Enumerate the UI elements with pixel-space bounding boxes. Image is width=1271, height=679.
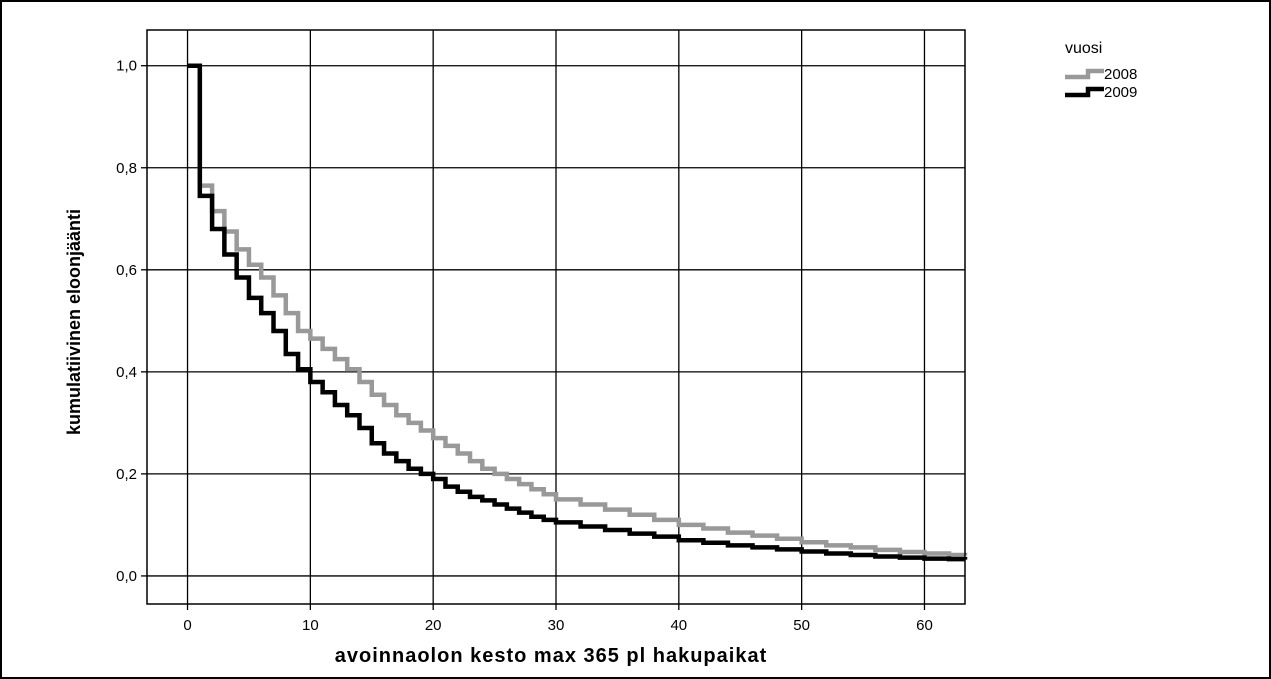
legend-swatch-2009: [1065, 86, 1104, 98]
legend-label-2009: 2009: [1104, 84, 1137, 101]
x-tick-label: 60: [916, 617, 933, 634]
y-tick-label: 0,8: [116, 160, 137, 177]
x-tick-label: 10: [302, 617, 319, 634]
y-tick-label: 0,2: [116, 466, 137, 483]
series-lines: [187, 63, 968, 562]
legend-swatch-2008: [1065, 68, 1104, 80]
x-tick-label: 50: [793, 617, 810, 634]
series-line-2008: [187, 63, 968, 558]
y-axis-label: kumulatiivinen eloonjäänti: [64, 209, 84, 435]
y-tick-label: 0,4: [116, 364, 137, 381]
legend-label-2008: 2008: [1104, 66, 1137, 83]
x-axis-label: avoinnaolon kesto max 365 pl hakupaikat: [335, 645, 767, 667]
x-tick-label: 20: [425, 617, 442, 634]
legend-title: vuosi: [1065, 40, 1102, 57]
x-tick-label: 40: [670, 617, 687, 634]
axis-ticks: 0 10 20 30 40 50 60 0,0 0,2 0,4 0,6 0,8 1,0: [116, 58, 933, 634]
y-tick-label: 0,0: [116, 568, 137, 585]
y-tick-label: 0,6: [116, 262, 137, 279]
gridlines: [147, 30, 965, 604]
y-tick-label: 1,0: [116, 58, 137, 75]
x-tick-label: 0: [183, 617, 191, 634]
series-line-2009: [187, 63, 968, 562]
x-tick-label: 30: [548, 617, 565, 634]
